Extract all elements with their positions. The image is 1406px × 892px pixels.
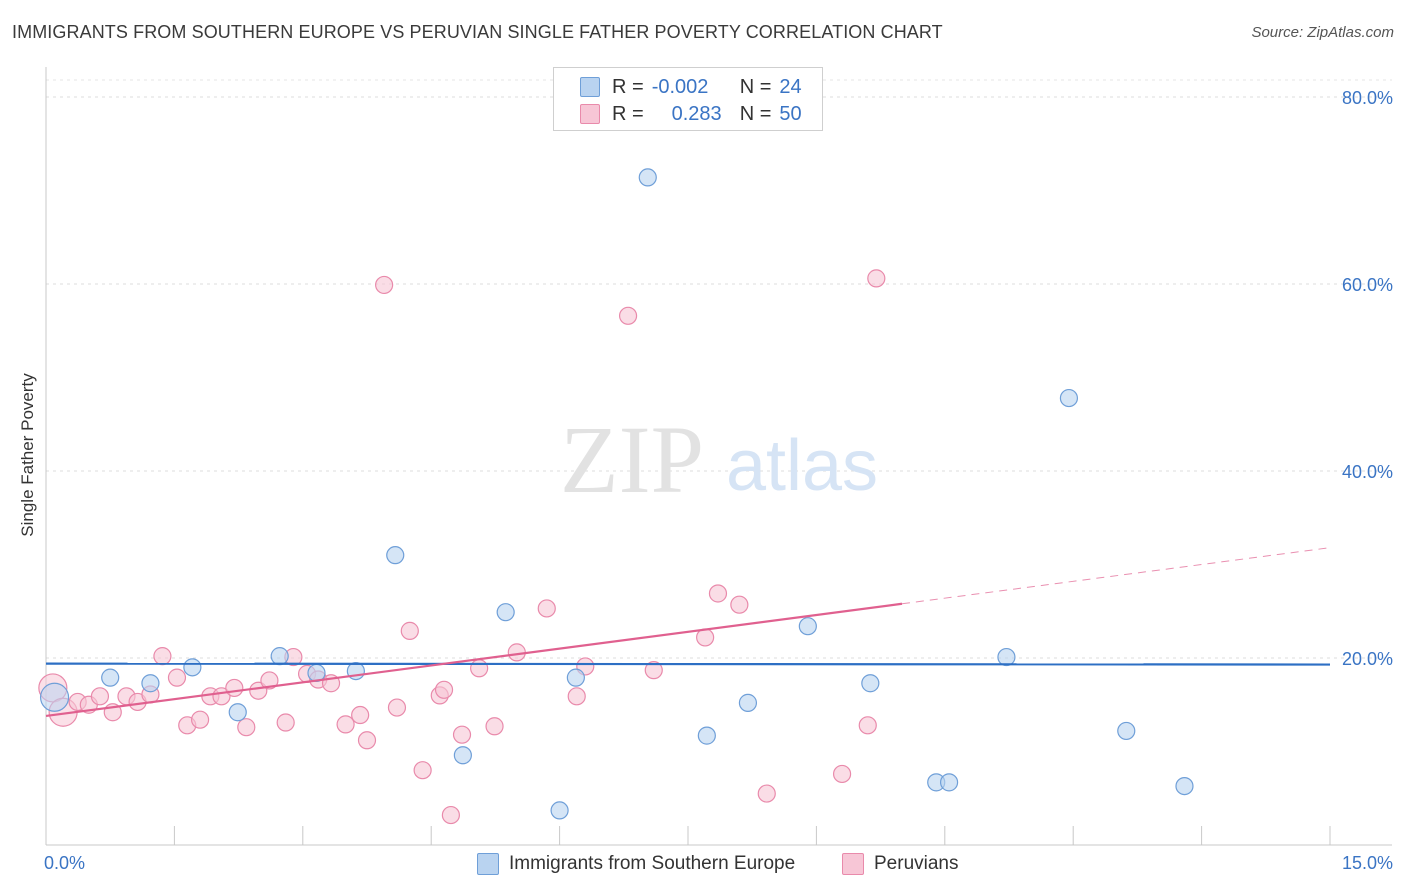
peruvians-point [434, 680, 454, 699]
bottom-legend-label: Immigrants from Southern Europe [509, 853, 796, 874]
bottom-legend-southern-europe: Immigrants from Southern Europe [477, 851, 795, 877]
peruvians-point [757, 784, 776, 803]
peruvians-point [567, 687, 586, 706]
southern-europe-point [738, 693, 758, 712]
southern-europe-point [861, 674, 880, 693]
southern-europe-point [39, 682, 70, 712]
peruvians-point [413, 761, 432, 780]
southern-europe-trend-line [45, 662, 1331, 666]
peruvians-point [90, 687, 110, 706]
legend-r-value: 0.283 [671, 103, 722, 125]
peruvians-point [708, 584, 728, 603]
y-axis-label: Single Father Poverty [18, 373, 37, 537]
bottom-legend-swatch-blue [477, 853, 499, 875]
southern-europe-point [386, 546, 405, 565]
watermark-zip: ZIP [560, 406, 704, 513]
southern-europe-point [939, 773, 959, 792]
peruvians-point [153, 647, 172, 666]
grid-lines [46, 79, 1392, 659]
peruvians-point [485, 717, 504, 736]
peruvians-trend-line [45, 602, 903, 718]
trend-lines [45, 547, 1331, 718]
southern-europe-point [550, 801, 569, 820]
legend-row-southern-europe: R = -0.002 N = 24 [580, 75, 802, 99]
peruvians-point [452, 725, 472, 744]
y-tick-label: 40.0% [1342, 462, 1393, 482]
legend-r-label: R = [612, 103, 644, 125]
bottom-legend-peruvians: Peruvians [842, 851, 959, 877]
watermark: ZIP atlas [560, 406, 878, 513]
legend-n-value: 24 [779, 76, 802, 98]
peruvians-point [441, 805, 460, 825]
peruvians-point [167, 668, 187, 687]
southern-europe-point [997, 647, 1016, 667]
legend-n-label: N = [739, 76, 772, 98]
southern-europe-points [39, 168, 1194, 820]
peruvians-point [225, 678, 244, 698]
peruvians-point [190, 710, 210, 729]
peruvians-point [351, 705, 370, 725]
legend-r-value: -0.002 [651, 76, 709, 98]
southern-europe-point [101, 668, 120, 687]
y-tick-label: 20.0% [1342, 649, 1393, 669]
bottom-legend-label: Peruvians [874, 853, 959, 874]
southern-europe-point [453, 746, 472, 765]
southern-europe-point [496, 603, 515, 622]
legend-r-label: R = [612, 76, 644, 98]
chart-title: IMMIGRANTS FROM SOUTHERN EUROPE VS PERUV… [12, 22, 943, 42]
peruvians-points [38, 269, 886, 825]
peruvians-point [470, 659, 489, 678]
legend-swatch-pink [580, 104, 600, 124]
southern-europe-point [697, 726, 716, 745]
legend-row-peruvians: R = 0.283 N = 50 [580, 102, 802, 126]
peruvians-point [237, 718, 256, 737]
southern-europe-point [183, 658, 202, 677]
peruvians-point [832, 764, 852, 784]
legend-n-value: 50 [779, 103, 802, 125]
peruvians-point [336, 715, 355, 734]
peruvians-point [249, 681, 268, 700]
stats-legend: R = -0.002 N = 24 R = 0.283 N = 50 [553, 67, 823, 131]
peruvians-point [400, 621, 419, 640]
southern-europe-point [638, 168, 657, 187]
peruvians-point [357, 731, 377, 750]
peruvians-point [537, 599, 556, 618]
peruvians-point [375, 275, 394, 295]
bottom-legend-swatch-pink [842, 853, 864, 875]
x-tick-label-max: 15.0% [1342, 853, 1393, 873]
southern-europe-point [566, 668, 585, 687]
y-tick-label: 80.0% [1342, 88, 1393, 108]
southern-europe-point [1117, 721, 1136, 741]
tick-labels: 20.0% 40.0% 60.0% 80.0% 0.0% 15.0% [44, 88, 1393, 873]
peruvians-point [276, 713, 295, 732]
southern-europe-point [1059, 388, 1079, 408]
southern-europe-point [141, 674, 160, 693]
peruvians-point [858, 716, 877, 735]
peruvians-point [387, 698, 407, 717]
y-tick-label: 60.0% [1342, 275, 1393, 295]
source-label: Source: ZipAtlas.com [1251, 24, 1394, 41]
peruvians-point [618, 306, 638, 325]
x-tick-label-min: 0.0% [44, 853, 85, 873]
southern-europe-point [798, 617, 817, 636]
peruvians-point [644, 661, 663, 680]
peruvians-trend-extension [901, 547, 1331, 605]
peruvians-point [867, 269, 886, 288]
peruvians-point [260, 671, 279, 690]
peruvians-point [730, 595, 749, 614]
southern-europe-point [228, 703, 247, 722]
peruvians-point [696, 628, 715, 647]
legend-swatch-blue [580, 77, 600, 97]
southern-europe-point [270, 647, 289, 666]
southern-europe-point [1175, 776, 1194, 796]
watermark-atlas: atlas [726, 426, 878, 506]
legend-n-label: N = [739, 103, 772, 125]
